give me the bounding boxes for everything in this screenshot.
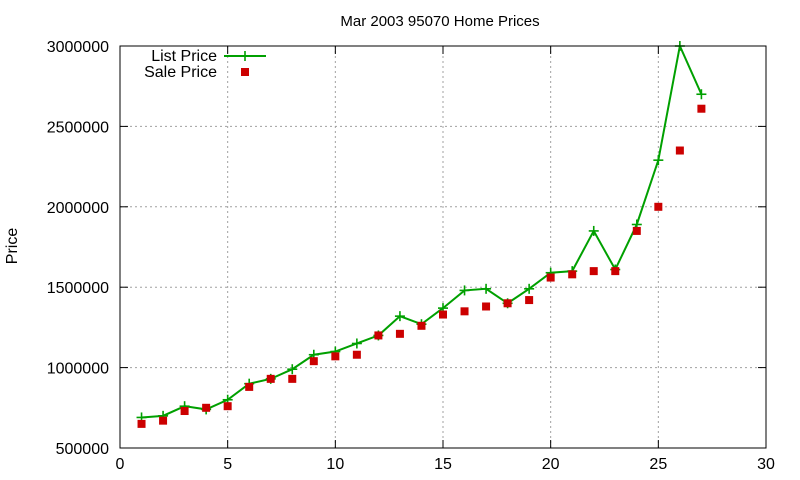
x-tick-label: 30 [757, 456, 775, 473]
list-price-point [394, 311, 405, 322]
legend-label: List Price [151, 48, 217, 65]
sale-price-point [266, 374, 275, 383]
y-tick-label: 500000 [56, 441, 109, 458]
plot-frame [119, 45, 767, 449]
list-price-point [653, 155, 664, 166]
x-tick-label: 15 [434, 456, 452, 473]
sale-price-point [482, 302, 491, 311]
sale-price-point [352, 350, 361, 359]
sale-price-point [202, 403, 211, 412]
sale-price-point [137, 419, 146, 428]
x-tick-label: 5 [223, 456, 232, 473]
list-price-line [141, 42, 703, 419]
series-layer [136, 41, 707, 428]
sale-price-point [525, 296, 534, 305]
sale-price-point [159, 416, 168, 425]
y-axis-label: Price [4, 228, 21, 265]
sale-price-point [589, 267, 598, 276]
sale-price-point [675, 146, 684, 155]
list-price-point [287, 364, 298, 375]
sale-price-point [568, 270, 577, 279]
x-tick-label: 25 [649, 456, 667, 473]
sale-price-point [697, 104, 706, 113]
list-price-point [459, 285, 470, 296]
series-1 [137, 104, 706, 428]
sale-price-point [180, 407, 189, 416]
series-0 [136, 41, 707, 423]
x-tick-label: 20 [542, 456, 560, 473]
legend-swatch-square [241, 68, 249, 76]
sale-price-point [309, 357, 318, 366]
sale-price-point [417, 321, 426, 330]
y-tick-label: 2000000 [47, 200, 109, 217]
y-tick-label: 1000000 [47, 361, 109, 378]
sale-price-point [611, 267, 620, 276]
sale-price-point [654, 202, 663, 211]
sale-price-point [439, 310, 447, 319]
axis-ticks: 500000 1000000 1500000 2000000 2500000 300000… [47, 39, 775, 473]
sale-price-point [632, 226, 641, 235]
sale-price-point [245, 382, 254, 391]
sale-price-point [395, 329, 404, 338]
chart-title: Mar 2003 95070 Home Prices [340, 13, 539, 30]
x-tick-label: 0 [116, 456, 125, 473]
sale-price-point [546, 273, 555, 282]
y-tick-label: 3000000 [47, 39, 109, 56]
list-price-point [524, 283, 535, 294]
sale-price-point [503, 299, 512, 308]
grid [120, 46, 766, 448]
sale-price-point [223, 402, 232, 411]
y-tick-label: 2500000 [47, 119, 109, 136]
legend-swatch-plus [240, 51, 250, 61]
sale-price-point [331, 352, 340, 361]
y-tick-label: 1500000 [47, 280, 109, 297]
sale-price-point [288, 374, 297, 383]
list-price-point [696, 89, 707, 100]
list-price-point [351, 338, 362, 349]
list-price-point [588, 225, 599, 236]
legend-label: Sale Price [144, 64, 217, 81]
sale-price-point [374, 331, 383, 340]
list-price-point [481, 283, 492, 294]
sale-price-point [460, 307, 469, 316]
x-tick-label: 10 [326, 456, 344, 473]
